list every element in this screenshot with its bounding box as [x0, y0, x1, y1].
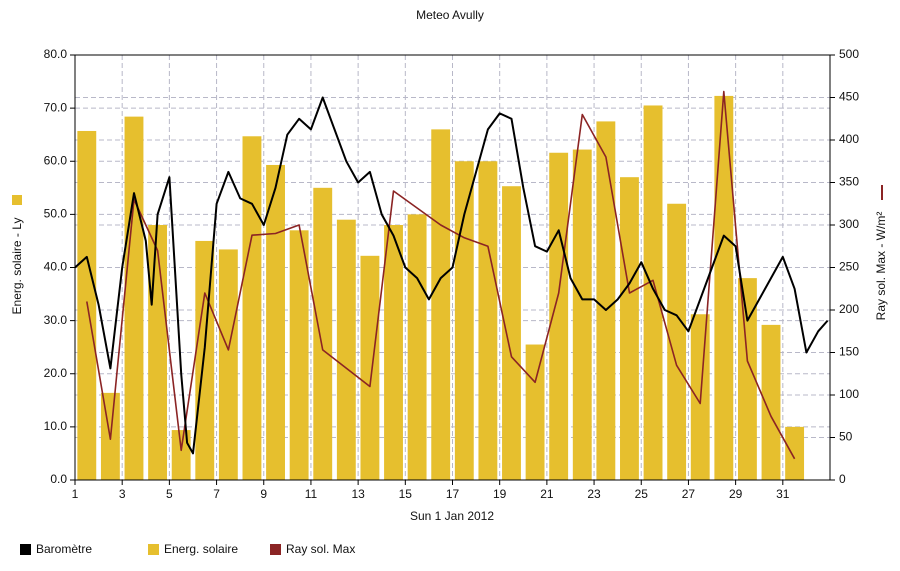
x-tick-label: 25	[635, 487, 649, 501]
y-axis-swatch	[12, 195, 22, 205]
y2-tick-label: 50	[839, 430, 853, 444]
bar	[148, 225, 168, 480]
bar	[525, 344, 545, 480]
y2-tick-label: 350	[839, 175, 859, 189]
x-tick-label: 31	[776, 487, 790, 501]
bar	[549, 152, 569, 480]
y2-tick-label: 150	[839, 345, 859, 359]
y2-tick-label: 300	[839, 217, 859, 231]
legend-label: Energ. solaire	[164, 542, 238, 556]
bar	[218, 249, 238, 480]
legend-swatch	[148, 544, 159, 555]
bar	[785, 426, 805, 480]
x-tick-label: 15	[399, 487, 413, 501]
y-tick-label: 0.0	[50, 472, 67, 486]
y-tick-label: 40.0	[44, 260, 68, 274]
y2-tick-label: 500	[839, 47, 859, 61]
y-tick-label: 60.0	[44, 153, 68, 167]
legend-label: Baromètre	[36, 542, 92, 556]
bar	[737, 278, 757, 480]
y2-tick-label: 100	[839, 387, 859, 401]
bar	[124, 116, 144, 480]
x-axis-label: Sun 1 Jan 2012	[410, 509, 494, 523]
bar	[572, 149, 592, 480]
bar	[643, 105, 663, 480]
bar	[171, 430, 191, 480]
y2-tick-label: 400	[839, 132, 859, 146]
y2-tick-label: 250	[839, 260, 859, 274]
y-tick-label: 20.0	[44, 366, 68, 380]
x-tick-label: 27	[682, 487, 696, 501]
y-axis-label: Energ. solaire - Ly	[10, 218, 24, 315]
chart-title: Meteo Avully	[416, 8, 484, 22]
bar	[502, 186, 521, 480]
legend-swatch	[270, 544, 281, 555]
bar	[478, 161, 498, 480]
x-tick-label: 9	[260, 487, 267, 501]
x-tick-label: 7	[213, 487, 220, 501]
y-tick-label: 70.0	[44, 100, 68, 114]
bar	[336, 219, 356, 480]
x-tick-label: 13	[351, 487, 365, 501]
y2-axis-label: Ray sol. Max - W/m²	[874, 212, 888, 321]
x-tick-label: 29	[729, 487, 743, 501]
x-tick-label: 19	[493, 487, 507, 501]
bar	[620, 177, 639, 480]
x-tick-label: 11	[305, 487, 318, 501]
y-tick-label: 50.0	[44, 207, 68, 221]
bar	[431, 129, 451, 480]
bar	[761, 324, 781, 480]
bar	[384, 225, 403, 480]
x-tick-label: 1	[72, 487, 79, 501]
y2-tick-label: 450	[839, 90, 859, 104]
x-tick-label: 17	[446, 487, 460, 501]
bar	[596, 121, 616, 480]
x-tick-label: 5	[166, 487, 173, 501]
bar	[667, 203, 687, 480]
y2-tick-label: 200	[839, 302, 859, 316]
legend-swatch	[20, 544, 31, 555]
x-tick-label: 21	[540, 487, 554, 501]
x-tick-label: 23	[587, 487, 601, 501]
y-tick-label: 80.0	[44, 47, 68, 61]
y-tick-label: 30.0	[44, 313, 68, 327]
bar	[454, 161, 474, 480]
x-tick-label: 3	[119, 487, 126, 501]
plot-frame	[74, 54, 831, 481]
legend-label: Ray sol. Max	[286, 542, 355, 556]
y2-tick-label: 0	[839, 472, 846, 486]
y-tick-label: 10.0	[44, 419, 68, 433]
bar	[407, 214, 427, 480]
bar	[242, 136, 262, 480]
line	[74, 96, 829, 455]
bar	[714, 95, 734, 480]
bar	[313, 187, 333, 480]
line	[86, 90, 796, 460]
bar	[360, 255, 380, 480]
bar	[289, 230, 309, 480]
bar	[266, 164, 285, 480]
